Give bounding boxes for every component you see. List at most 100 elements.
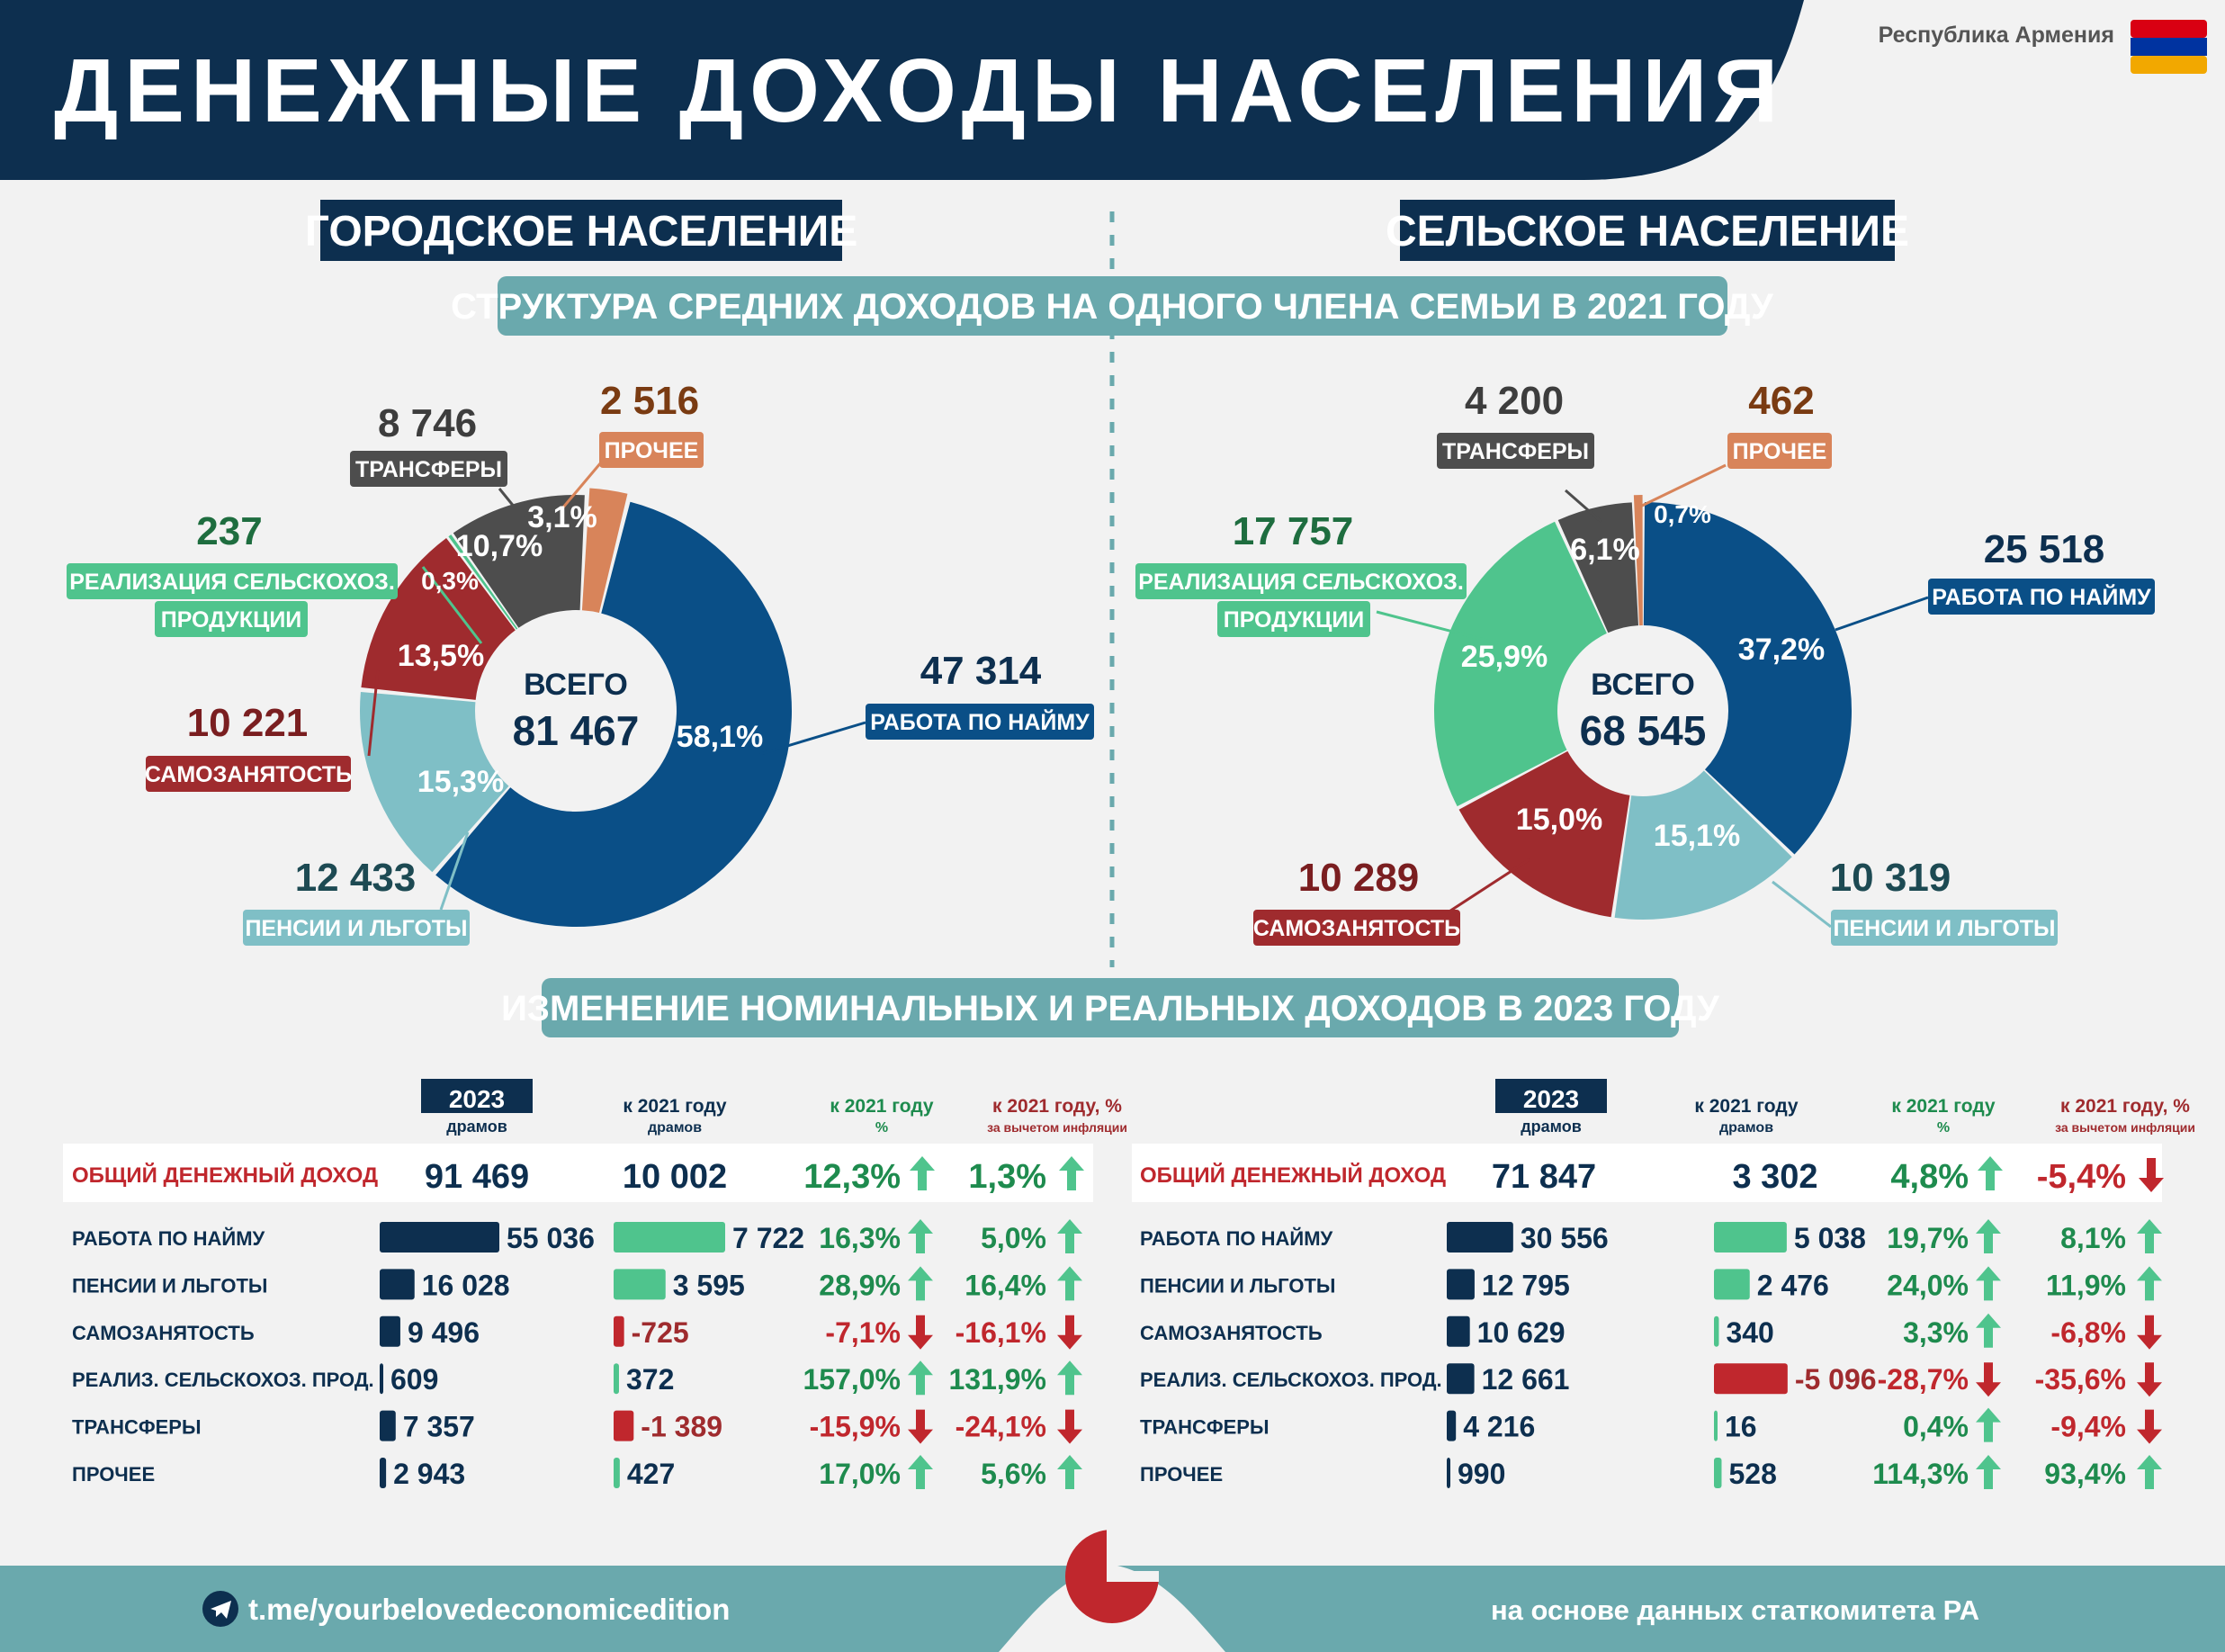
donut-slice-self: [361, 537, 516, 700]
total-pct: 12,3%: [803, 1158, 901, 1196]
slice-value-other: 462: [1748, 379, 1814, 423]
pct-arrow-icon: [908, 1360, 933, 1396]
slice-value-transfers: 4 200: [1465, 379, 1564, 423]
bar-2023: [1447, 1269, 1475, 1300]
slice-label-transfers: ТРАНСФЕРЫ: [355, 457, 502, 482]
header-2023: 2023: [1523, 1085, 1579, 1113]
value-real: 93,4%: [2044, 1458, 2126, 1490]
country-label: Республика Армения: [1879, 22, 2114, 48]
slice-percent-work: 58,1%: [677, 720, 763, 754]
slice-value-agri: 237: [196, 509, 262, 553]
header-real-sub: за вычетом инфляции: [987, 1120, 1127, 1135]
pct-arrow-icon: [1976, 1362, 2001, 1397]
structure-title-box: [498, 276, 1727, 336]
slice-value-other: 2 516: [600, 379, 699, 423]
row-label: ПЕНСИИ И ЛЬГОТЫ: [1140, 1274, 1335, 1297]
total-real: -5,4%: [2037, 1158, 2126, 1196]
slice-label-box-transfers: [1437, 433, 1594, 469]
slice-value-pension: 12 433: [295, 856, 417, 900]
header-pct-sub: %: [875, 1120, 888, 1136]
header-diff-sub: драмов: [648, 1120, 702, 1136]
value-diff: 3 595: [673, 1269, 745, 1301]
slice-label-box-self: [1253, 910, 1460, 946]
slice-label-box-work: [866, 704, 1094, 740]
slice-percent-agri: 0,3%: [421, 567, 479, 595]
value-pct: -7,1%: [825, 1316, 901, 1349]
value-diff: 340: [1726, 1316, 1773, 1349]
donut-slice-pension: [1614, 770, 1792, 920]
bar-2023: [1447, 1363, 1475, 1395]
donut-slice-work: [1643, 502, 1852, 855]
pct-arrow-icon: [908, 1219, 933, 1253]
pie-logo-icon: [1065, 1530, 1159, 1623]
bar-2023: [1447, 1458, 1450, 1488]
slice-label-work: РАБОТА ПО НАЙМУ: [1932, 583, 2151, 610]
bar-diff: [614, 1458, 620, 1488]
header-2023-sub: драмов: [1521, 1118, 1582, 1136]
telegram-link[interactable]: t.me/yourbelovedeconomicedition: [248, 1593, 730, 1626]
bar-2023: [380, 1458, 387, 1488]
real-arrow-icon: [2137, 1455, 2162, 1489]
header-pct: к 2021 году: [830, 1096, 934, 1117]
leader-line-agri: [1376, 610, 1499, 645]
header-pct-sub: %: [1937, 1120, 1950, 1136]
value-diff: 7 722: [732, 1222, 804, 1254]
bar-diff: [1714, 1315, 1719, 1347]
total-value: 71 847: [1492, 1158, 1596, 1196]
bar-2023: [380, 1363, 383, 1395]
total-real-arrow-icon: [2139, 1158, 2164, 1192]
real-arrow-icon: [2137, 1266, 2162, 1301]
pct-arrow-icon: [908, 1315, 933, 1350]
value-2023: 990: [1458, 1458, 1505, 1490]
donut-slice-work: [435, 501, 793, 928]
change-title-box: [542, 978, 1679, 1037]
page-title: ДЕНЕЖНЫЕ ДОХОДЫ НАСЕЛЕНИЯ: [54, 40, 1784, 141]
total-value: 91 469: [425, 1158, 529, 1196]
total-pct-arrow-icon: [910, 1156, 935, 1190]
value-pct: -28,7%: [1878, 1363, 1969, 1396]
structure-title: СТРУКТУРА СРЕДНИХ ДОХОДОВ НА ОДНОГО ЧЛЕН…: [451, 287, 1774, 327]
slice-label-self: САМОЗАНЯТОСТЬ: [145, 762, 352, 787]
pct-arrow-icon: [1976, 1313, 2001, 1348]
bar-2023: [380, 1222, 499, 1252]
real-arrow-icon: [1057, 1219, 1082, 1253]
leader-line-pension: [439, 831, 470, 911]
value-real: -16,1%: [955, 1316, 1046, 1349]
slice-value-agri: 17 757: [1233, 509, 1354, 553]
value-diff: 5 038: [1794, 1222, 1866, 1254]
value-real: -9,4%: [2050, 1411, 2126, 1443]
slice-label-self: САМОЗАНЯТОСТЬ: [1253, 916, 1460, 941]
header-banner: [0, 0, 1804, 180]
donut-slice-transfers: [1557, 502, 1638, 633]
total-diff: 10 002: [623, 1158, 727, 1196]
telegram-plane-glyph: [211, 1601, 231, 1619]
value-2023: 4 216: [1463, 1411, 1535, 1443]
value-pct: 114,3%: [1872, 1458, 1969, 1490]
slice-percent-other: 0,7%: [1654, 500, 1711, 528]
row-label: САМОЗАНЯТОСТЬ: [1140, 1322, 1323, 1344]
pct-arrow-icon: [908, 1266, 933, 1301]
row-label: САМОЗАНЯТОСТЬ: [72, 1322, 255, 1344]
value-pct: 16,3%: [819, 1222, 901, 1254]
total-label: ОБЩИЙ ДЕНЕЖНЫЙ ДОХОД: [1140, 1163, 1446, 1188]
value-2023: 10 629: [1477, 1316, 1566, 1349]
real-arrow-icon: [2137, 1409, 2162, 1444]
value-2023: 55 036: [507, 1222, 595, 1254]
real-arrow-icon: [2137, 1315, 2162, 1350]
total-label: ОБЩИЙ ДЕНЕЖНЫЙ ДОХОД: [72, 1163, 378, 1188]
total-pct: 4,8%: [1890, 1158, 1969, 1196]
slice-value-work: 25 518: [1984, 527, 2105, 571]
value-real: -35,6%: [2035, 1363, 2126, 1396]
pct-arrow-icon: [1976, 1219, 2001, 1253]
donut-center-value: 68 545: [1580, 707, 1707, 754]
value-pct: 157,0%: [803, 1363, 901, 1396]
slice-label-work: РАБОТА ПО НАЙМУ: [870, 708, 1090, 735]
value-pct: 3,3%: [1903, 1316, 1969, 1349]
value-diff: 2 476: [1757, 1269, 1829, 1301]
donut-slice-self: [1458, 750, 1630, 918]
slice-value-transfers: 8 746: [378, 401, 477, 445]
real-arrow-icon: [1057, 1409, 1082, 1444]
value-2023: 12 661: [1482, 1363, 1570, 1396]
